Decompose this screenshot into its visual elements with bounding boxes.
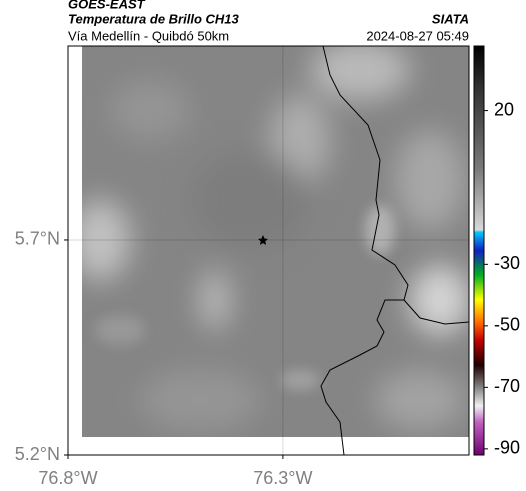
boundaries: [320, 45, 470, 456]
location-marker: [258, 235, 268, 245]
colorbar: [473, 45, 485, 456]
satellite-image: [82, 46, 469, 437]
y-tick-label: 5.7°N: [15, 229, 60, 249]
colorbar-tick-label: -50: [494, 315, 520, 335]
source: SIATA: [432, 11, 469, 26]
subtitle: Temperatura de Brillo CH13: [68, 11, 240, 26]
route: Vía Medellín - Quibdó 50km: [68, 28, 229, 43]
colorbar-tick-label: -30: [494, 253, 520, 273]
colorbar-tick-label: -70: [494, 376, 520, 396]
x-tick-label: 76.3°W: [253, 468, 312, 488]
map-frame: [67, 45, 470, 456]
colorbar-tick-label: -90: [494, 438, 520, 458]
title: GOES-EAST: [68, 0, 146, 11]
x-tick-label: 76.8°W: [38, 468, 97, 488]
colorbar-tick-label: 20: [494, 99, 514, 119]
y-tick-label: 5.2°N: [15, 444, 60, 464]
timestamp: 2024-08-27 05:49: [366, 28, 469, 43]
